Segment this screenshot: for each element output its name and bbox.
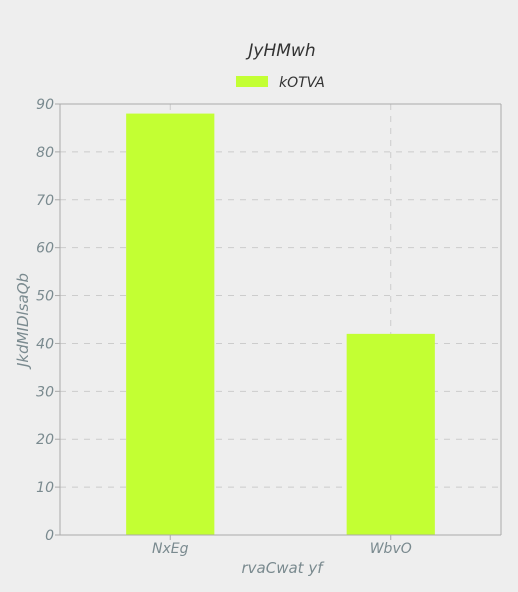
y-tick-label: 30 (36, 384, 54, 400)
y-tick-label: 50 (36, 289, 54, 305)
legend-swatch (236, 76, 268, 87)
axes (59, 103, 502, 536)
x-tick-label: WbvO (370, 541, 412, 557)
bars (126, 113, 435, 536)
chart-title: JyHMwh (245, 41, 315, 61)
x-tick-label: NxEg (152, 541, 189, 557)
x-axis-ticks: NxEg WbvO (152, 535, 412, 557)
bar-NxEg (126, 113, 215, 536)
y-tick-label: 70 (36, 193, 54, 209)
y-tick-label: 60 (36, 241, 54, 257)
y-tick-label: 90 (36, 97, 54, 113)
y-tick-label: 20 (36, 432, 54, 448)
legend-label: kOTVA (279, 75, 325, 91)
y-tick-label: 10 (36, 480, 54, 496)
y-axis-ticks: 0 10 20 30 40 50 60 70 80 90 (36, 97, 60, 544)
y-tick-label: 0 (45, 528, 54, 544)
y-tick-label: 40 (36, 336, 54, 352)
plot-area: 0 10 20 30 40 50 60 70 80 90 NxEg WbvO (36, 97, 502, 557)
bar-WbvO (346, 333, 435, 535)
x-axis-title: rvaCwat yf (242, 559, 326, 577)
y-axis-title: JkdMIDlsaQb (14, 273, 32, 370)
legend: kOTVA (236, 75, 325, 91)
y-tick-label: 80 (36, 145, 54, 161)
